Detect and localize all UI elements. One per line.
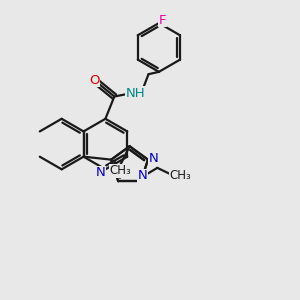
Text: O: O [89,74,99,87]
Text: NH: NH [125,87,145,100]
Text: N: N [149,152,159,165]
Text: N: N [138,169,147,182]
Text: CH₃: CH₃ [169,169,191,182]
Text: F: F [159,14,166,27]
Text: CH₃: CH₃ [109,164,131,177]
Text: N: N [96,167,106,179]
